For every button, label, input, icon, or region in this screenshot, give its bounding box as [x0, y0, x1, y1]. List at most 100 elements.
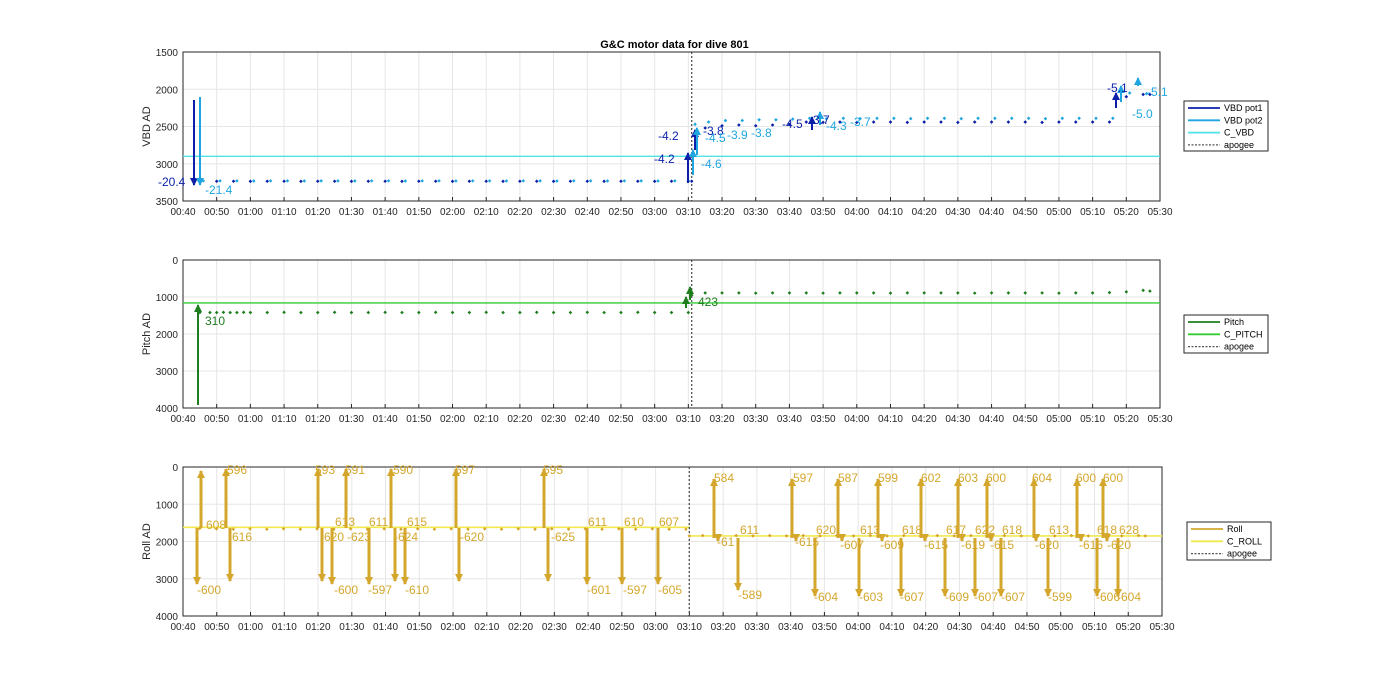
data-point	[972, 120, 977, 124]
data-point	[888, 120, 893, 124]
data-point	[285, 179, 290, 183]
data-point	[993, 116, 997, 121]
x-tick-label: 02:50	[609, 622, 634, 633]
x-tick-label: 04:40	[979, 414, 1004, 425]
data-point	[332, 179, 337, 184]
y-tick-label: 3000	[156, 367, 179, 378]
axes-frame	[182, 51, 1161, 202]
event-arrow-head	[816, 111, 824, 119]
data-point	[922, 120, 926, 124]
data-point	[1090, 120, 1095, 124]
x-tick-label: 03:50	[811, 207, 836, 218]
data-label: 618	[902, 523, 922, 537]
data-label: -3.8	[703, 124, 724, 138]
event-arrow-head	[838, 534, 846, 542]
data-label: -604	[1117, 590, 1141, 604]
data-point	[959, 116, 964, 121]
event-arrow-head	[997, 589, 1005, 597]
data-point	[221, 310, 226, 315]
data-point	[251, 179, 256, 183]
x-tick-label: 02:40	[575, 414, 600, 425]
data-label: 617	[946, 523, 966, 537]
roll-panel: 00:40 00:50 01:00 01:10 01:20 01:30 01:40 01:50…	[141, 463, 1272, 633]
data-label: -4.2	[658, 129, 679, 143]
data-point	[1026, 116, 1031, 121]
data-point	[366, 179, 371, 184]
event-arrow-head	[1134, 77, 1142, 85]
y-tick-label: 1000	[156, 500, 179, 511]
x-tick-label: 01:20	[306, 622, 331, 633]
data-label: 423	[698, 295, 718, 309]
data-point	[551, 179, 556, 184]
data-point	[214, 310, 219, 315]
data-point	[1141, 288, 1145, 293]
data-point	[1069, 533, 1074, 538]
data-point	[501, 310, 505, 315]
event-arrow-head	[1117, 85, 1125, 93]
data-point	[686, 310, 691, 315]
data-label: 597	[793, 471, 813, 485]
data-point	[369, 179, 374, 183]
data-point	[956, 120, 960, 125]
event-arrow-head	[874, 478, 882, 486]
data-point	[902, 533, 906, 538]
data-point	[1148, 289, 1152, 293]
data-point	[383, 310, 387, 315]
data-label: -606	[1096, 590, 1120, 604]
data-point	[382, 527, 386, 531]
data-point	[1107, 290, 1112, 295]
x-tick-label: 03:10	[676, 414, 701, 425]
data-label: 618	[1097, 523, 1117, 537]
data-label: 613	[335, 515, 355, 529]
data-point	[818, 534, 822, 538]
data-point	[366, 310, 371, 315]
x-tick-label: 03:20	[710, 207, 735, 218]
legend-entry: Roll	[1227, 524, 1243, 534]
x-tick-label: 02:10	[474, 414, 499, 425]
y-tick-label: 1500	[156, 48, 179, 59]
x-tick-label: 05:30	[1149, 622, 1174, 633]
event-arrow-head	[686, 286, 694, 294]
event-arrow-head	[226, 574, 234, 582]
y-tick-label: 4000	[156, 404, 179, 415]
data-point	[935, 533, 940, 538]
data-point	[1090, 291, 1095, 295]
data-point	[450, 179, 455, 184]
data-point	[1023, 120, 1028, 124]
data-point	[1119, 534, 1124, 538]
data-point	[568, 310, 573, 315]
x-tick-label: 04:50	[1013, 414, 1038, 425]
event-arrow-head	[1030, 478, 1038, 486]
data-label: -61	[717, 535, 735, 549]
data-point	[636, 310, 640, 315]
data-point	[703, 126, 707, 130]
data-point	[484, 310, 489, 315]
data-point	[501, 179, 505, 184]
data-point	[533, 527, 537, 532]
data-point	[432, 527, 437, 532]
data-point	[871, 120, 876, 124]
data-point	[231, 179, 236, 184]
data-point	[687, 534, 692, 538]
data-point	[622, 179, 627, 183]
data-label: 591	[345, 463, 365, 477]
x-tick-label: 02:20	[507, 207, 532, 218]
data-point	[504, 179, 509, 183]
data-point	[437, 179, 441, 183]
data-point	[534, 310, 539, 315]
data-point	[585, 310, 590, 315]
event-arrow-head	[1103, 534, 1111, 542]
data-point	[551, 310, 556, 315]
x-tick-label: 03:50	[812, 622, 837, 633]
data-point	[770, 291, 775, 295]
data-point	[1143, 534, 1148, 538]
event-arrow-head	[684, 152, 692, 160]
event-arrow-head	[1093, 589, 1101, 597]
data-point	[516, 527, 521, 531]
x-tick-label: 01:30	[339, 622, 364, 633]
data-point	[265, 179, 270, 184]
data-point	[302, 179, 307, 183]
data-label: -615	[795, 535, 819, 549]
data-point	[600, 527, 604, 532]
data-point	[218, 179, 222, 183]
